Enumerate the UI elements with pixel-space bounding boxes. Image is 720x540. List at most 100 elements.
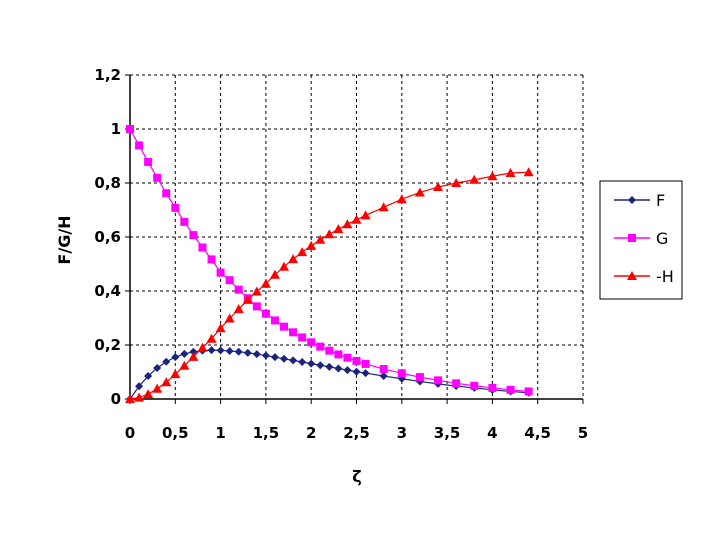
data-point-g bbox=[198, 243, 207, 252]
data-point-h bbox=[143, 389, 154, 399]
data-point-h bbox=[333, 224, 344, 234]
data-point-g bbox=[216, 268, 225, 277]
data-point-h bbox=[260, 278, 271, 288]
legend-marker-h bbox=[627, 271, 637, 280]
y-tick-label: 0,6 bbox=[94, 228, 121, 246]
data-point-f bbox=[270, 353, 279, 362]
data-point-h bbox=[206, 333, 217, 343]
data-point-g bbox=[225, 276, 234, 285]
data-point-g bbox=[144, 157, 153, 166]
data-point-g bbox=[162, 189, 171, 198]
data-point-g bbox=[189, 231, 198, 240]
data-point-g bbox=[379, 365, 388, 374]
legend-label-f: F bbox=[656, 191, 665, 210]
x-tick-label: 5 bbox=[578, 424, 588, 442]
data-point-g bbox=[434, 376, 443, 385]
x-tick-label: 2 bbox=[306, 424, 316, 442]
legend-marker-f bbox=[628, 196, 636, 204]
legend: FG -H bbox=[599, 180, 683, 300]
data-point-h bbox=[170, 369, 181, 379]
x-tick-label: 4 bbox=[487, 424, 497, 442]
data-point-h bbox=[134, 392, 145, 402]
data-point-f bbox=[289, 356, 298, 365]
data-point-h bbox=[414, 187, 425, 197]
data-point-g bbox=[325, 346, 334, 355]
y-tick-label: 0,2 bbox=[94, 336, 121, 354]
data-point-f bbox=[298, 358, 307, 367]
x-tick-label: 3,5 bbox=[434, 424, 461, 442]
data-point-g bbox=[289, 328, 298, 337]
data-point-g bbox=[452, 379, 461, 388]
data-point-g bbox=[135, 141, 144, 150]
x-tick-label: 1 bbox=[215, 424, 225, 442]
data-point-g bbox=[397, 369, 406, 378]
data-point-f bbox=[334, 364, 343, 373]
data-point-g bbox=[352, 356, 361, 365]
legend-label-h: -H bbox=[656, 267, 674, 286]
data-point-h bbox=[279, 261, 290, 271]
data-point-h bbox=[451, 178, 462, 187]
legend-marker-g bbox=[628, 234, 636, 242]
data-point-f bbox=[243, 348, 252, 357]
y-tick-label: 1,2 bbox=[94, 66, 121, 84]
data-point-h bbox=[487, 171, 498, 181]
grid bbox=[130, 74, 584, 399]
data-point-h bbox=[224, 313, 235, 323]
series-group bbox=[125, 125, 534, 403]
x-tick-label: 4,5 bbox=[524, 424, 551, 442]
data-point-f bbox=[207, 346, 216, 355]
data-point-h bbox=[297, 247, 308, 257]
data-point-g bbox=[316, 342, 325, 351]
data-point-h bbox=[351, 214, 362, 224]
data-point-f bbox=[316, 361, 325, 370]
data-point-f bbox=[162, 357, 171, 366]
data-point-h bbox=[306, 240, 317, 250]
data-point-f bbox=[180, 349, 189, 358]
data-point-f bbox=[379, 372, 388, 381]
data-point-h bbox=[523, 167, 534, 177]
data-point-g bbox=[126, 125, 134, 133]
data-point-f bbox=[135, 382, 144, 391]
data-point-f bbox=[325, 362, 334, 371]
data-point-h bbox=[433, 182, 444, 192]
y-tick-label: 0 bbox=[111, 390, 121, 408]
y-tick-label: 1 bbox=[111, 120, 121, 138]
data-point-f bbox=[189, 347, 198, 356]
x-axis-title: ζ bbox=[352, 467, 361, 486]
series-h bbox=[125, 167, 534, 403]
data-point-g bbox=[252, 302, 261, 311]
data-point-f bbox=[343, 366, 352, 375]
x-tick-label: 2,5 bbox=[343, 424, 370, 442]
data-point-f bbox=[280, 354, 289, 363]
data-point-g bbox=[261, 309, 270, 318]
data-point-h bbox=[324, 229, 335, 239]
data-point-g bbox=[270, 316, 279, 325]
data-point-h bbox=[315, 234, 326, 244]
data-point-f bbox=[361, 369, 370, 378]
data-point-g bbox=[298, 333, 307, 342]
data-point-f bbox=[216, 346, 225, 355]
y-axis-title: F/G/H bbox=[55, 215, 74, 264]
data-point-g bbox=[334, 350, 343, 359]
data-point-g bbox=[153, 173, 162, 182]
x-tick-label: 3 bbox=[397, 424, 407, 442]
data-point-h bbox=[188, 351, 199, 361]
tick-labels: 0 0,5 1 1,5 2 2,5 3 3,5 4 4,5 5 0 0,2 0,4 0,6 0,8 1 1,2 bbox=[94, 66, 588, 442]
data-point-g bbox=[307, 338, 316, 347]
data-point-g bbox=[280, 322, 289, 331]
data-point-f bbox=[307, 359, 316, 368]
x-tick-label: 0,5 bbox=[162, 424, 189, 442]
data-point-h bbox=[161, 377, 172, 387]
data-point-h bbox=[360, 210, 371, 220]
data-point-h bbox=[396, 194, 407, 204]
data-point-f bbox=[352, 367, 361, 376]
data-point-g bbox=[415, 373, 424, 382]
data-point-h bbox=[269, 269, 280, 279]
data-point-h bbox=[469, 174, 480, 184]
data-point-g bbox=[234, 285, 243, 294]
data-point-h bbox=[378, 202, 389, 212]
data-point-g bbox=[180, 217, 189, 226]
y-tick-label: 0,4 bbox=[94, 282, 121, 300]
data-point-f bbox=[261, 351, 270, 360]
